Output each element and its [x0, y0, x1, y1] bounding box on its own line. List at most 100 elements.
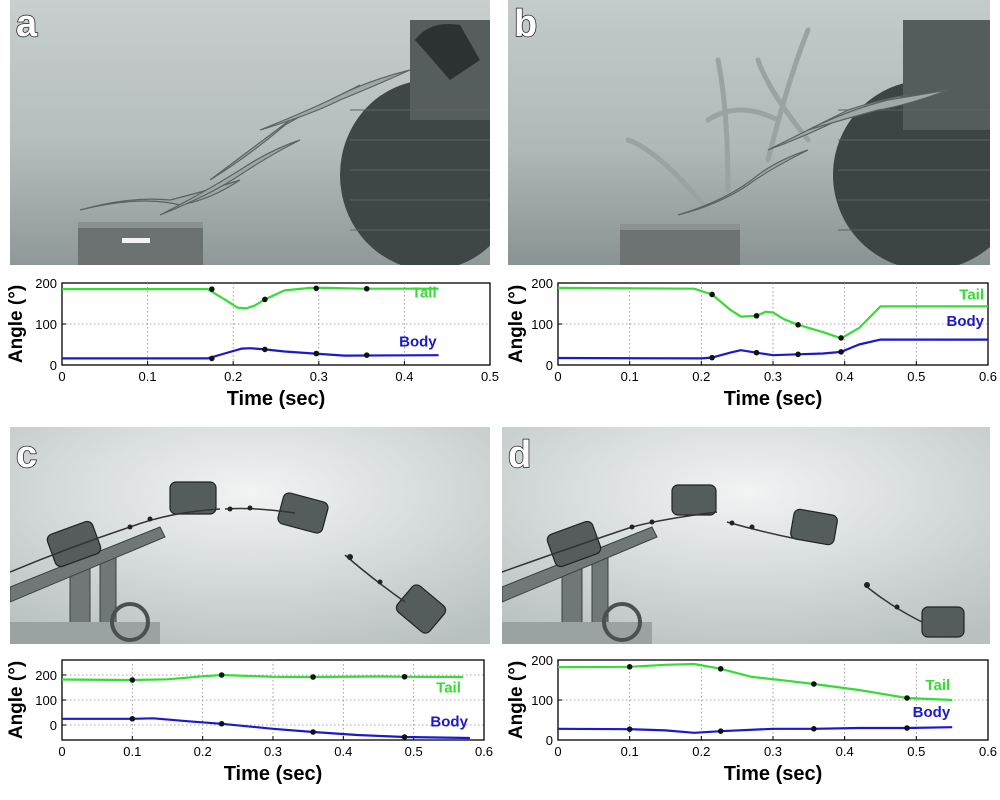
- data-point-body: [218, 720, 225, 727]
- y-axis-label: Angle (°): [506, 285, 527, 363]
- lizard-leap-photo-b: b: [508, 0, 990, 265]
- x-axis-label: Time (sec): [224, 763, 323, 785]
- series-label-tail: Tail: [959, 286, 984, 303]
- data-point-body: [717, 728, 724, 734]
- y-tick-label: 200: [35, 668, 57, 683]
- x-tick-label: 0.3: [764, 744, 782, 759]
- series-label-tail: Tail: [925, 677, 950, 694]
- data-point-body: [129, 715, 136, 722]
- y-tick-label: 100: [531, 693, 553, 708]
- y-tick-label: 0: [546, 358, 553, 373]
- y-tick-label: 0: [546, 733, 553, 748]
- x-tick-label: 0.6: [475, 744, 493, 759]
- lizard-leap-photo-a: a: [10, 0, 490, 265]
- x-tick-label: 0: [58, 744, 65, 759]
- x-tick-label: 0.4: [836, 369, 854, 384]
- data-point-tail: [795, 322, 801, 328]
- plot-panel-c: 0 0.1 0.2 0.3 0.4 0.5 0.6 0 100 200 Time (sec) Angl…: [6, 659, 493, 785]
- y-axis-label: Angle (°): [6, 285, 27, 363]
- data-point-tail: [811, 681, 817, 687]
- x-tick-label: 0: [58, 369, 65, 384]
- data-point-body: [363, 352, 370, 358]
- y-tick-label: 100: [35, 693, 57, 708]
- x-tick-label: 0.2: [224, 369, 242, 384]
- data-point-tail: [709, 291, 715, 298]
- data-point-tail: [313, 285, 320, 292]
- data-point-tail: [262, 296, 268, 303]
- data-point-body: [709, 354, 715, 361]
- plot-panel-b: 0 0.1 0.2 0.3 0.4 0.5 0.6 0 100 200 Time (sec) Angl…: [506, 276, 997, 410]
- data-point-body: [795, 351, 801, 358]
- data-point-tail: [838, 335, 844, 341]
- data-point-tail: [129, 677, 136, 683]
- x-axis-label: Time (sec): [227, 388, 326, 410]
- y-tick-label: 100: [35, 317, 57, 332]
- x-tick-label: 0.3: [264, 744, 282, 759]
- x-tick-label: 0.5: [907, 369, 925, 384]
- y-tick-label: 200: [531, 653, 553, 668]
- y-tick-label: 0: [50, 718, 57, 733]
- data-point-body: [626, 726, 633, 732]
- series-label-body: Body: [913, 704, 951, 721]
- robot-leap-photo-c: c: [10, 427, 490, 644]
- data-point-body: [401, 734, 408, 740]
- data-point-tail: [209, 286, 215, 292]
- data-point-body: [838, 349, 844, 355]
- x-tick-label: 0.2: [692, 744, 710, 759]
- x-axis-label: Time (sec): [724, 763, 823, 785]
- x-tick-label: 0.5: [405, 744, 423, 759]
- series-label-body: Body: [399, 334, 437, 351]
- data-point-tail: [717, 666, 724, 672]
- y-axis-label: Angle (°): [506, 661, 527, 739]
- series-label-body: Body: [947, 313, 985, 330]
- x-tick-label: 0.4: [334, 744, 352, 759]
- plot-panel-a: 0 0.1 0.2 0.3 0.4 0.5 0 100 200 Time (sec) Angle (…: [6, 276, 499, 410]
- data-point-tail: [401, 673, 408, 680]
- series-line-tail: [62, 286, 439, 310]
- y-tick-label: 200: [35, 276, 57, 291]
- data-point-body: [811, 726, 817, 732]
- x-tick-label: 0.5: [907, 744, 925, 759]
- x-tick-label: 0.5: [481, 369, 499, 384]
- y-axis-label: Angle (°): [6, 661, 27, 739]
- x-tick-label: 0.4: [836, 744, 854, 759]
- x-tick-label: 0: [554, 744, 561, 759]
- panel-letter: c: [16, 434, 37, 476]
- series-label-tail: Tail: [412, 284, 437, 301]
- series-line-body: [557, 726, 953, 734]
- data-point-body: [262, 346, 268, 353]
- data-point-tail: [904, 695, 910, 701]
- x-tick-label: 0.3: [764, 369, 782, 384]
- panel-letter: d: [508, 434, 531, 476]
- panel-letter: a: [16, 3, 38, 45]
- data-point-tail: [218, 672, 225, 678]
- panel-letter: b: [514, 3, 537, 45]
- data-point-body: [313, 350, 320, 357]
- photo-panel-c: c: [10, 427, 490, 644]
- data-point-tail: [626, 664, 633, 670]
- data-point-tail: [363, 285, 370, 292]
- data-point-tail: [753, 313, 760, 319]
- x-tick-label: 0.2: [194, 744, 212, 759]
- series-line-tail: [61, 673, 463, 682]
- data-point-body: [753, 349, 760, 356]
- series-label-tail: Tail: [436, 680, 461, 697]
- series-label-body: Body: [430, 713, 468, 730]
- series-line-body: [62, 717, 470, 740]
- x-tick-label: 0.6: [979, 744, 997, 759]
- robot-leap-photo-d: d: [502, 427, 990, 644]
- photo-panel-a: a: [10, 0, 490, 265]
- y-tick-label: 200: [531, 276, 553, 291]
- series-line-body: [62, 347, 439, 360]
- photo-panel-b: b: [508, 0, 990, 265]
- x-axis-label: Time (sec): [724, 388, 823, 410]
- series-line-tail: [557, 286, 988, 340]
- x-tick-label: 0.2: [692, 369, 710, 384]
- data-point-body: [209, 355, 215, 362]
- x-tick-label: 0.1: [123, 744, 141, 759]
- plot-panel-d: 0 0.1 0.2 0.3 0.4 0.5 0.6 0 100 200 Time (sec) Angl…: [506, 653, 997, 785]
- x-tick-label: 0.4: [395, 369, 413, 384]
- photo-panel-d: d: [502, 427, 990, 644]
- x-tick-label: 0.6: [979, 369, 997, 384]
- x-tick-label: 0.1: [139, 369, 157, 384]
